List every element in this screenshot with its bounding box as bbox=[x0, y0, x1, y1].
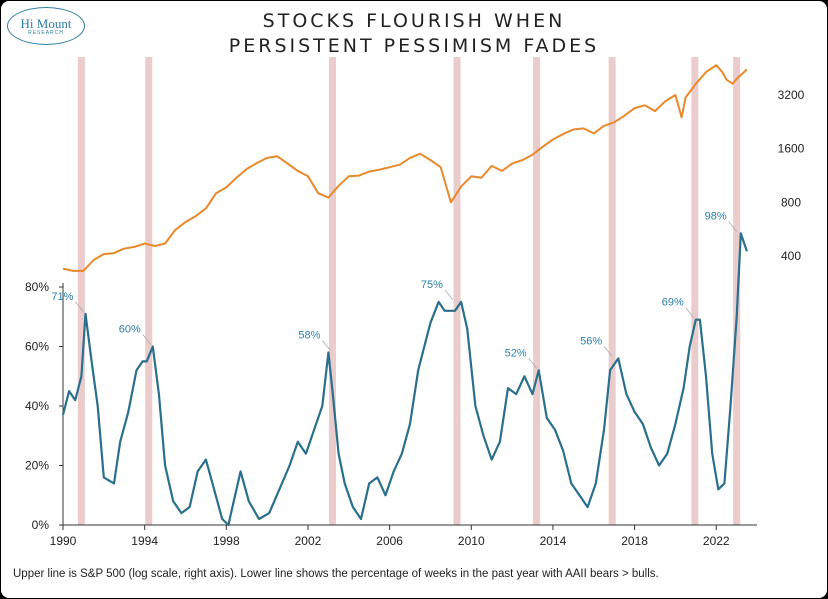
y-left-tick-label-2: 40% bbox=[25, 399, 49, 413]
y-right-tick-label-3: 3200 bbox=[778, 88, 805, 102]
x-tick-label-1: 1994 bbox=[131, 534, 158, 548]
y-left-tick-label-4: 80% bbox=[25, 280, 49, 294]
annotation-label-3: 75% bbox=[421, 279, 443, 291]
y-left-tick-label-3: 60% bbox=[25, 340, 49, 354]
x-tick-label-2: 1998 bbox=[213, 534, 240, 548]
annotation-label-2: 58% bbox=[298, 329, 320, 341]
shaded-band-5 bbox=[608, 57, 616, 525]
y-right-tick-label-0: 400 bbox=[781, 249, 801, 263]
x-tick-label-7: 2018 bbox=[621, 534, 648, 548]
annotation-leader-3 bbox=[444, 289, 454, 301]
annotation-leader-0 bbox=[75, 301, 84, 313]
x-tick-label-0: 1990 bbox=[50, 534, 77, 548]
annotation-label-5: 56% bbox=[580, 335, 602, 347]
annotation-leader-1 bbox=[142, 334, 152, 345]
footnote: Upper line is S&P 500 (log scale, right … bbox=[13, 568, 659, 580]
y-left-tick-label-1: 20% bbox=[25, 459, 49, 473]
chart-title-line1: STOCKS FLOURISH WHEN bbox=[262, 10, 566, 32]
chart-title-line2: PERSISTENT PESSIMISM FADES bbox=[228, 35, 600, 57]
x-tick-label-3: 2002 bbox=[295, 534, 322, 548]
annotation-leader-5 bbox=[603, 346, 613, 357]
x-tick-label-4: 2006 bbox=[376, 534, 403, 548]
shaded-band-4 bbox=[533, 57, 541, 525]
annotation-label-7: 98% bbox=[705, 210, 727, 222]
logo-line2: RESEARCH bbox=[28, 30, 64, 36]
shaded-band-3 bbox=[453, 57, 461, 525]
annotation-leader-2 bbox=[322, 340, 331, 351]
annotation-leader-7 bbox=[728, 221, 737, 232]
shaded-band-0 bbox=[77, 57, 85, 525]
annotation-label-1: 60% bbox=[119, 324, 141, 336]
x-tick-label-6: 2014 bbox=[540, 534, 567, 548]
y-right-tick-label-1: 800 bbox=[781, 195, 801, 209]
hi-mount-logo: Hi Mount RESEARCH bbox=[7, 7, 85, 45]
logo-line1: Hi Mount bbox=[20, 16, 72, 31]
annotation-label-0: 71% bbox=[51, 291, 73, 303]
annotation-leader-6 bbox=[685, 307, 695, 318]
y-left-tick-label-0: 0% bbox=[32, 518, 50, 532]
shaded-band-1 bbox=[145, 57, 153, 525]
sp500-series-line bbox=[62, 64, 748, 272]
x-tick-label-8: 2022 bbox=[703, 534, 730, 548]
shaded-band-7 bbox=[733, 57, 741, 525]
y-right-tick-label-2: 1600 bbox=[778, 142, 805, 156]
shaded-band-2 bbox=[328, 57, 336, 525]
annotation-label-4: 52% bbox=[505, 347, 527, 359]
annotation-leader-4 bbox=[528, 358, 537, 369]
x-tick-label-5: 2010 bbox=[458, 534, 485, 548]
shaded-band-6 bbox=[691, 57, 699, 525]
bears-series-line bbox=[61, 232, 748, 527]
annotation-label-6: 69% bbox=[662, 297, 684, 309]
chart-canvas: 1990 1994 1998 2002 2006 2010 2014 2018 2022 0% 20… bbox=[25, 57, 805, 548]
